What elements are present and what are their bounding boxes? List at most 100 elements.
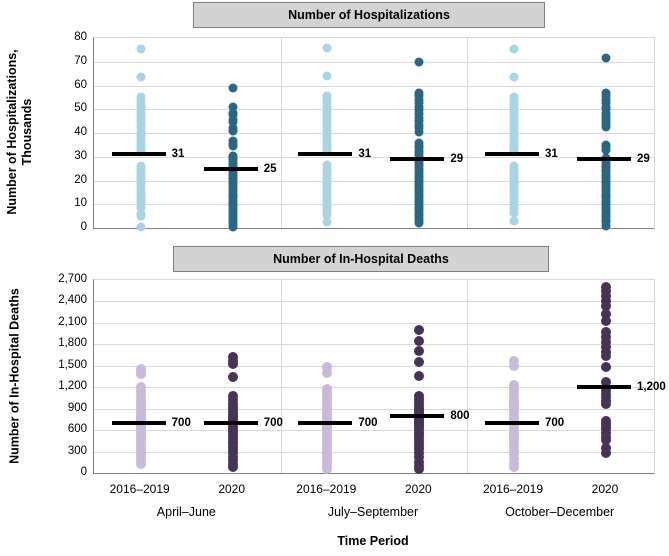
data-point xyxy=(135,459,146,470)
data-point xyxy=(601,145,611,155)
data-point xyxy=(414,151,424,161)
y-tick-label: 0 xyxy=(80,221,87,233)
data-point xyxy=(227,462,238,473)
x-axis-title: Time Period xyxy=(337,534,409,548)
median-label: 700 xyxy=(545,416,565,429)
gridline xyxy=(94,430,654,432)
median-label: 25 xyxy=(263,162,277,175)
y-tick-label: 10 xyxy=(74,197,87,210)
median-line xyxy=(203,166,258,171)
data-point xyxy=(414,370,425,381)
x-tick-label: 2020 xyxy=(591,482,619,496)
data-point xyxy=(414,325,425,336)
median-label: 31 xyxy=(171,148,185,161)
median-line xyxy=(390,413,445,418)
median-line xyxy=(298,152,353,157)
data-point xyxy=(322,367,333,378)
data-point xyxy=(601,221,611,231)
data-point xyxy=(136,44,146,54)
gridline xyxy=(94,204,654,206)
data-point xyxy=(414,127,424,137)
median-line xyxy=(485,420,539,425)
x-group-label: July–September xyxy=(327,505,419,519)
gridline xyxy=(94,301,654,303)
y-tick-label: 1,800 xyxy=(58,337,87,350)
gridline xyxy=(94,408,654,410)
data-point xyxy=(228,141,238,151)
data-point xyxy=(136,222,146,232)
median-label: 31 xyxy=(545,148,558,161)
data-point xyxy=(136,72,146,82)
y-tick-label: 70 xyxy=(74,54,87,67)
gridline xyxy=(94,387,654,389)
data-point xyxy=(414,357,425,368)
x-tick-label: 2016–2019 xyxy=(109,482,170,496)
y-tick-label: 1,500 xyxy=(58,358,87,371)
gridline xyxy=(94,344,654,346)
data-point xyxy=(227,372,238,383)
group-separator xyxy=(467,38,468,228)
data-point xyxy=(322,71,332,81)
median-line xyxy=(485,152,539,157)
gridline xyxy=(94,180,654,182)
data-point xyxy=(228,222,238,232)
median-line xyxy=(203,420,258,425)
median-label: 29 xyxy=(637,153,650,166)
hospitalizations-y-axis-title: Number of Hospitalizations, Thousands xyxy=(5,49,34,215)
median-line xyxy=(577,385,632,390)
y-tick-label: 900 xyxy=(67,401,87,414)
group-separator xyxy=(281,280,282,473)
data-point xyxy=(601,332,612,343)
data-point xyxy=(601,308,612,319)
median-line xyxy=(111,420,166,425)
data-point xyxy=(509,208,519,218)
y-tick-label: 80 xyxy=(74,31,87,43)
data-point xyxy=(135,369,146,380)
y-tick-label: 30 xyxy=(74,149,87,162)
gridline xyxy=(94,156,654,158)
data-point xyxy=(228,102,238,112)
data-point xyxy=(509,72,519,82)
y-tick-label: 60 xyxy=(74,78,87,91)
y-tick-label: 1,200 xyxy=(58,380,87,393)
x-tick-label: 2016–2019 xyxy=(296,482,357,496)
median-label: 800 xyxy=(450,409,470,422)
y-tick-label: 2,400 xyxy=(58,294,87,307)
gridline xyxy=(94,451,654,453)
y-tick-label: 300 xyxy=(67,444,87,457)
data-point xyxy=(601,447,612,458)
data-point xyxy=(136,203,146,213)
data-point xyxy=(414,218,424,228)
data-point xyxy=(228,83,238,93)
median-label: 700 xyxy=(263,416,283,429)
plot-area-1: 700 700 700 800 700 1,200 xyxy=(93,279,666,475)
data-point xyxy=(601,300,612,311)
deaths-panel-title: Number of In-Hospital Deaths xyxy=(173,246,549,272)
x-tick-label: 2016–2019 xyxy=(482,482,544,496)
gridline xyxy=(94,85,654,87)
gridline xyxy=(94,133,654,134)
data-point xyxy=(136,211,146,221)
data-point xyxy=(601,122,611,132)
hospitalizations-panel-title: Number of Hospitalizations xyxy=(193,2,545,28)
plot-area-0: 31 25 31 29 31 29 xyxy=(93,37,655,232)
y-tick-label: 2,100 xyxy=(58,315,87,328)
y-tick-label: 50 xyxy=(74,102,87,115)
y-tick-label: 20 xyxy=(74,173,87,186)
data-point xyxy=(601,362,612,373)
data-point xyxy=(509,44,519,54)
data-point xyxy=(601,377,612,388)
data-point xyxy=(136,147,146,157)
y-tick-label: 0 xyxy=(80,466,87,478)
data-point xyxy=(601,435,612,446)
data-point xyxy=(414,335,425,346)
data-point xyxy=(322,464,333,475)
data-point xyxy=(414,346,425,357)
median-label: 29 xyxy=(450,153,464,166)
median-label: 31 xyxy=(358,148,372,161)
median-label: 1,200 xyxy=(637,381,666,394)
data-point xyxy=(509,216,519,226)
data-point xyxy=(228,110,238,120)
median-label: 700 xyxy=(358,416,378,429)
y-tick-label: 2,700 xyxy=(58,273,87,285)
